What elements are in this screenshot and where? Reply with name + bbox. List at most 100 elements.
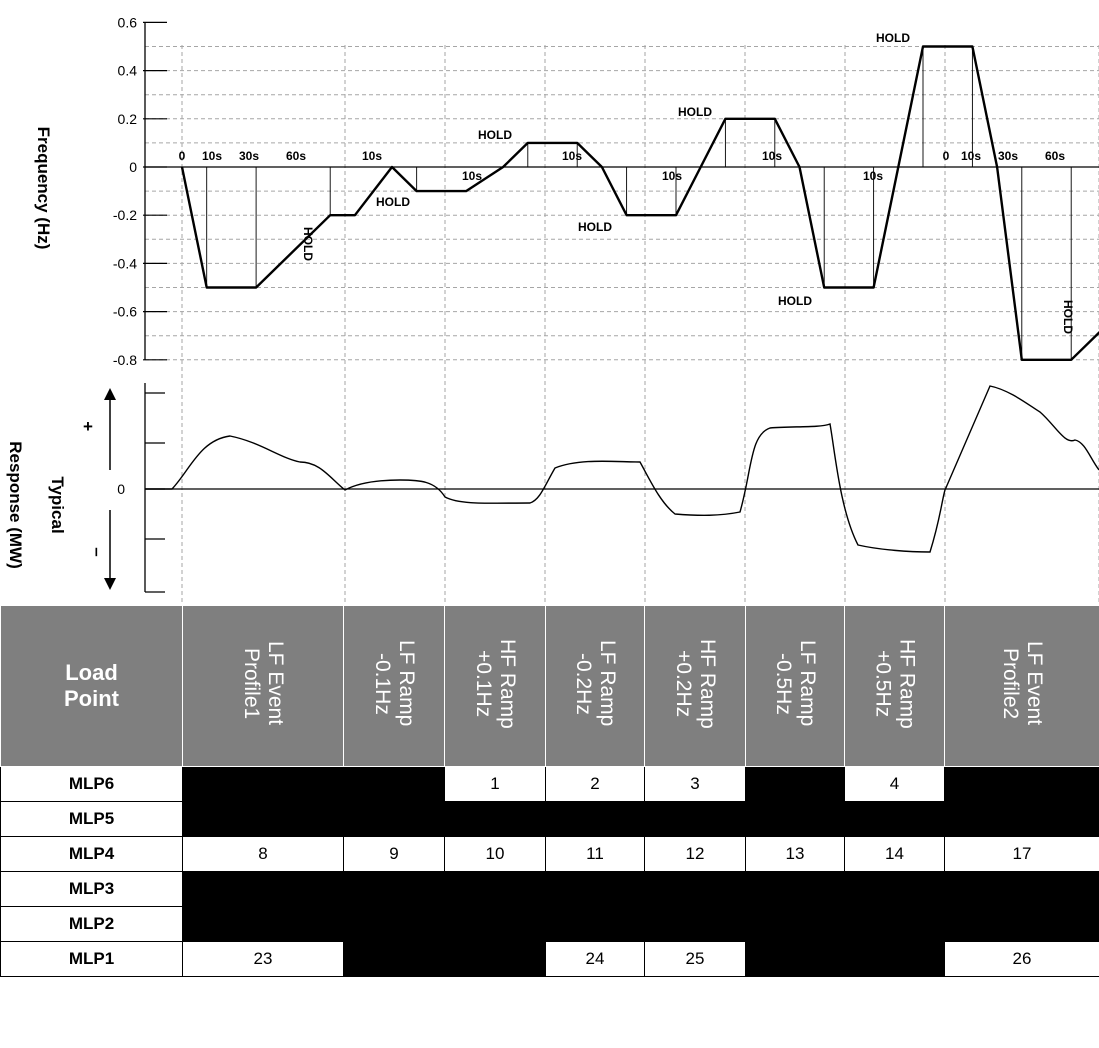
table-cell-blank — [644, 906, 746, 942]
table-cell: 26 — [944, 941, 1099, 977]
table-cell-blank — [182, 766, 344, 802]
time-label: 10s — [562, 149, 582, 163]
response-line — [145, 385, 1099, 553]
time-label: 10s — [961, 149, 981, 163]
table-cell-blank — [944, 906, 1099, 942]
table-row: MLP2 — [0, 906, 1099, 942]
table-cell-blank — [844, 801, 945, 837]
table-cell-blank — [844, 906, 945, 942]
frequency-tick-label: 0.2 — [118, 111, 138, 127]
time-label: 10s — [462, 169, 482, 183]
table-cell-blank — [644, 801, 746, 837]
response-tick-label: 0 — [117, 481, 125, 497]
hold-label: HOLD — [778, 294, 812, 308]
frequency-tick-label: -0.8 — [113, 352, 137, 368]
table-cell-blank — [745, 766, 845, 802]
frequency-series — [180, 45, 1099, 361]
table-body: MLP6 1 2 3 4 MLP5 MLP4 8 9 10 11 12 13 14 17 MLP3 MLP2 ML… — [0, 766, 1099, 977]
grid-lines — [145, 45, 1099, 605]
table-cell: 1 — [444, 766, 546, 802]
down-arrow-head-icon — [104, 578, 116, 590]
row-label: MLP4 — [0, 836, 183, 872]
frequency-tick-label: 0 — [129, 159, 137, 175]
table-column-header: LF Ramp -0.1Hz — [343, 605, 445, 767]
response-axis: 0 + – Response (MW) Typical — [6, 383, 1099, 593]
table-cell-blank — [182, 906, 344, 942]
table-cell-blank — [343, 941, 445, 977]
table-cell: 2 — [545, 766, 645, 802]
frequency-line — [180, 45, 1099, 361]
table-cell-blank — [444, 906, 546, 942]
time-label: 10s — [863, 169, 883, 183]
table-cell-blank — [343, 801, 445, 837]
table-cell-blank — [944, 766, 1099, 802]
column-header-label: LF Event Profile1 — [240, 641, 287, 726]
column-header-label: HF Ramp +0.5Hz — [871, 638, 919, 729]
table-cell-blank — [444, 941, 546, 977]
table-cell-blank — [444, 871, 546, 907]
frequency-tick-label: -0.2 — [113, 207, 137, 223]
corner-header-text: Load — [65, 660, 118, 685]
table-cell-blank — [944, 871, 1099, 907]
column-header-label: LF Ramp -0.1Hz — [371, 640, 418, 727]
frequency-axis-title: Frequency (Hz) — [34, 127, 53, 250]
table-cell: 25 — [644, 941, 746, 977]
time-label: 10s — [202, 149, 222, 163]
hold-label: HOLD — [876, 31, 910, 45]
table-row: MLP5 — [0, 801, 1099, 837]
response-axis-title-line1: Response (MW) — [6, 441, 25, 569]
column-header-label: LF Event Profile2 — [999, 641, 1046, 726]
time-label: 0 — [943, 149, 950, 163]
response-axis-title-line2: Typical — [48, 476, 67, 533]
table-cell: 9 — [343, 836, 445, 872]
table-cell: 23 — [182, 941, 344, 977]
table-cell: 14 — [844, 836, 945, 872]
table-cell-blank — [182, 871, 344, 907]
table-cell: 13 — [745, 836, 845, 872]
table: Load Point LF Event Profile1 LF Ramp -0.1Hz… — [0, 605, 1099, 977]
column-header-label: LF Ramp -0.2Hz — [572, 640, 619, 727]
up-arrow-head-icon — [104, 388, 116, 400]
table-column-header: HF Ramp +0.2Hz — [644, 605, 746, 767]
table-cell: 11 — [545, 836, 645, 872]
table-column-header: LF Ramp -0.2Hz — [545, 605, 645, 767]
hold-label: HOLD — [376, 195, 410, 209]
table-row: MLP3 — [0, 871, 1099, 907]
table-row: MLP4 8 9 10 11 12 13 14 17 — [0, 836, 1099, 872]
table-cell-blank — [745, 801, 845, 837]
frequency-tick-label: 0.4 — [118, 63, 138, 79]
table-column-header: LF Ramp -0.5Hz — [745, 605, 845, 767]
time-label: 10s — [662, 169, 682, 183]
table-cell: 17 — [944, 836, 1099, 872]
annotations: 0 10s 30s 60s 10s 10s 10s 10s 10s 10s 0 10s 30s 60s HO… — [179, 31, 1075, 334]
table-cell-blank — [745, 906, 845, 942]
table-cell: 3 — [644, 766, 746, 802]
column-header-label: LF Ramp -0.5Hz — [772, 640, 819, 727]
table-cell-blank — [343, 766, 445, 802]
plus-symbol: + — [83, 417, 93, 436]
table-cell: 24 — [545, 941, 645, 977]
time-label: 10s — [762, 149, 782, 163]
table-cell-blank — [444, 801, 546, 837]
time-label: 60s — [1045, 149, 1065, 163]
time-label: 0 — [179, 149, 186, 163]
table-cell-blank — [343, 871, 445, 907]
hold-label: HOLD — [678, 105, 712, 119]
row-label: MLP3 — [0, 871, 183, 907]
hold-label: HOLD — [1061, 300, 1075, 334]
corner-header-text: Point — [64, 686, 119, 711]
table-row: MLP6 1 2 3 4 — [0, 766, 1099, 802]
table-cell: 10 — [444, 836, 546, 872]
table-row: MLP1 23 24 25 26 — [0, 941, 1099, 977]
row-label: MLP6 — [0, 766, 183, 802]
table-corner-header: Load Point — [0, 605, 183, 767]
frequency-tick-label: -0.6 — [113, 304, 137, 320]
load-point-table: Load Point LF Event Profile1 LF Ramp -0.1Hz… — [0, 605, 1099, 1048]
table-cell-blank — [844, 941, 945, 977]
response-curve — [145, 385, 1099, 553]
table-header-row: Load Point LF Event Profile1 LF Ramp -0.1Hz… — [0, 605, 1099, 767]
column-header-label: HF Ramp +0.1Hz — [472, 638, 519, 729]
table-cell-blank — [182, 801, 344, 837]
table-cell-blank — [343, 906, 445, 942]
time-label: 10s — [362, 149, 382, 163]
